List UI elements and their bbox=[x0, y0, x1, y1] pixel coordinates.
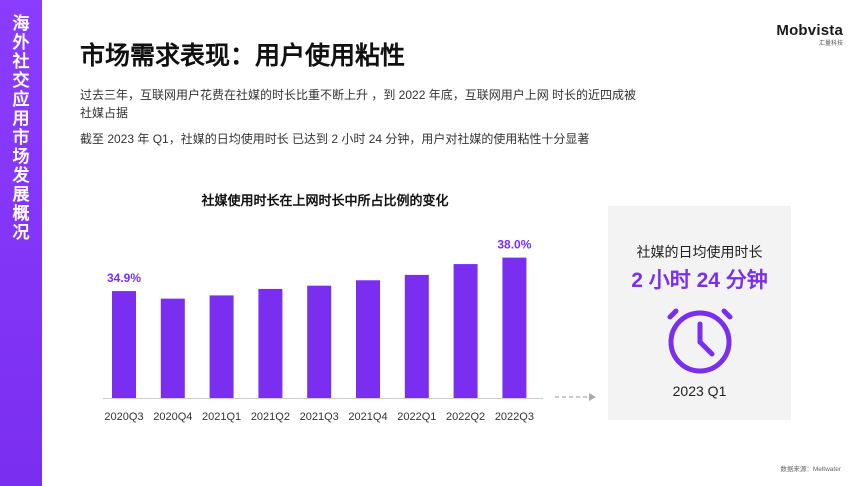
x-tick-label: 2021Q2 bbox=[251, 411, 290, 423]
intro-paragraph-2: 截至 2023 年 Q1，社媒的日均使用时长 已达到 2 小时 24 分钟，用户… bbox=[80, 132, 590, 146]
sidebar-title-char: 用 bbox=[12, 109, 30, 128]
sidebar-title-char: 概 bbox=[12, 204, 30, 223]
bar-2021Q4 bbox=[356, 280, 380, 398]
bar-chart: Mobvista34.9%2020Q32020Q42021Q12021Q2202… bbox=[103, 238, 543, 423]
source-note: 数据来源：Meltwater bbox=[780, 466, 841, 473]
stat-card-value: 2 小时 24 分钟 bbox=[631, 269, 768, 292]
arrow-icon bbox=[555, 393, 596, 401]
x-tick-label: 2020Q3 bbox=[104, 411, 143, 423]
brand-subtitle: 汇量科技 bbox=[818, 41, 843, 47]
stat-card-label: 社媒的日均使用时长 bbox=[636, 244, 763, 260]
x-tick-label: 2022Q1 bbox=[397, 411, 436, 423]
chart-title: 社媒使用时长在上网时长中所占比例的变化 bbox=[201, 193, 449, 208]
x-tick-label: 2020Q4 bbox=[153, 411, 192, 423]
sidebar-title-char: 发 bbox=[12, 166, 30, 185]
section-title-vertical: 海外社交应用市场发展概况 bbox=[0, 14, 42, 242]
sidebar-title-char: 外 bbox=[12, 33, 30, 52]
bar-2022Q1 bbox=[404, 274, 429, 398]
x-tick-label: 2022Q2 bbox=[446, 411, 485, 423]
x-tick-label: 2022Q3 bbox=[495, 411, 534, 423]
stat-card-period: 2023 Q1 bbox=[672, 383, 727, 399]
data-label-2022Q3: 38.0% bbox=[497, 238, 531, 252]
brand-logo: Mobvista 汇量科技 bbox=[776, 22, 843, 47]
sidebar-title-char: 应 bbox=[12, 90, 30, 109]
sidebar-title-char: 场 bbox=[12, 147, 30, 166]
sidebar-title-char: 展 bbox=[12, 185, 30, 204]
bar-2021Q2 bbox=[258, 288, 283, 398]
side-band: 海外社交应用市场发展概况 bbox=[0, 0, 42, 486]
brand-name: Mobvista bbox=[776, 22, 843, 39]
intro-paragraph-1: 过去三年，互联网用户花费在社媒的时长比重不断上升 ，到 2022 年底，互联网用… bbox=[80, 88, 637, 120]
bar-2021Q1 bbox=[209, 295, 234, 398]
data-label-2020Q3: 34.9% bbox=[107, 271, 141, 285]
bar-2020Q3 bbox=[112, 291, 136, 398]
x-tick-label: 2021Q4 bbox=[348, 411, 387, 423]
x-tick-label: 2021Q3 bbox=[300, 411, 339, 423]
stat-card: 社媒的日均使用时长 2 小时 24 分钟 2023 Q1 bbox=[608, 206, 791, 420]
sidebar-title-char: 社 bbox=[12, 52, 30, 71]
x-tick-label: 2021Q1 bbox=[202, 411, 241, 423]
bar-2022Q2 bbox=[453, 264, 478, 398]
bar-2022Q3 bbox=[502, 257, 527, 398]
sidebar-title-char: 况 bbox=[12, 223, 30, 242]
sidebar-title-char: 交 bbox=[12, 71, 30, 90]
bar-2021Q3 bbox=[307, 285, 332, 398]
sidebar-title-char: 市 bbox=[12, 128, 30, 147]
bar-2020Q4 bbox=[160, 298, 185, 398]
sidebar-title-char: 海 bbox=[12, 14, 30, 33]
page-title: 市场需求表现：用户使用粘性 bbox=[80, 42, 406, 70]
clock-icon bbox=[667, 308, 733, 374]
